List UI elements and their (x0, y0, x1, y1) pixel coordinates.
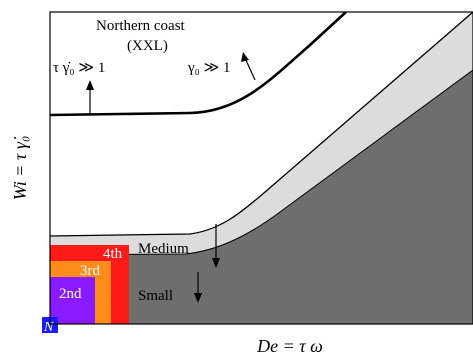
arrow-medium-down-head (212, 258, 220, 268)
label-xxl: (XXL) (127, 38, 168, 54)
y-axis-label: Wi = τ γ̇₀ (10, 136, 30, 200)
box-n (42, 317, 58, 333)
label-condition-left: τ γ̇₀ ≫ 1 (53, 60, 105, 76)
arrows (86, 52, 256, 303)
box-4th-label: 4th (103, 246, 123, 262)
medium-boundary-curve (49, 11, 473, 237)
box-2nd (50, 277, 95, 324)
plot-frame (49, 11, 473, 325)
x-axis-label: De = τ ω (256, 336, 323, 356)
arrow-small-down-head (194, 293, 202, 303)
box-n-label: N (43, 320, 54, 335)
arrow-diagonal-head (241, 52, 249, 62)
small-boundary-curve (49, 69, 473, 256)
box-3rd-label: 3rd (80, 263, 100, 279)
arrow-up-head (86, 80, 94, 90)
small-region (50, 70, 473, 324)
xxl-boundary-curve (49, 11, 347, 117)
label-medium: Medium (138, 241, 189, 257)
label-small: Small (138, 288, 173, 304)
arrow-diagonal-shaft (244, 57, 256, 81)
label-northern-coast: Northern coast (96, 18, 186, 34)
label-condition-right: γ₀ ≫ 1 (187, 60, 231, 76)
box-2nd-label: 2nd (59, 286, 82, 302)
